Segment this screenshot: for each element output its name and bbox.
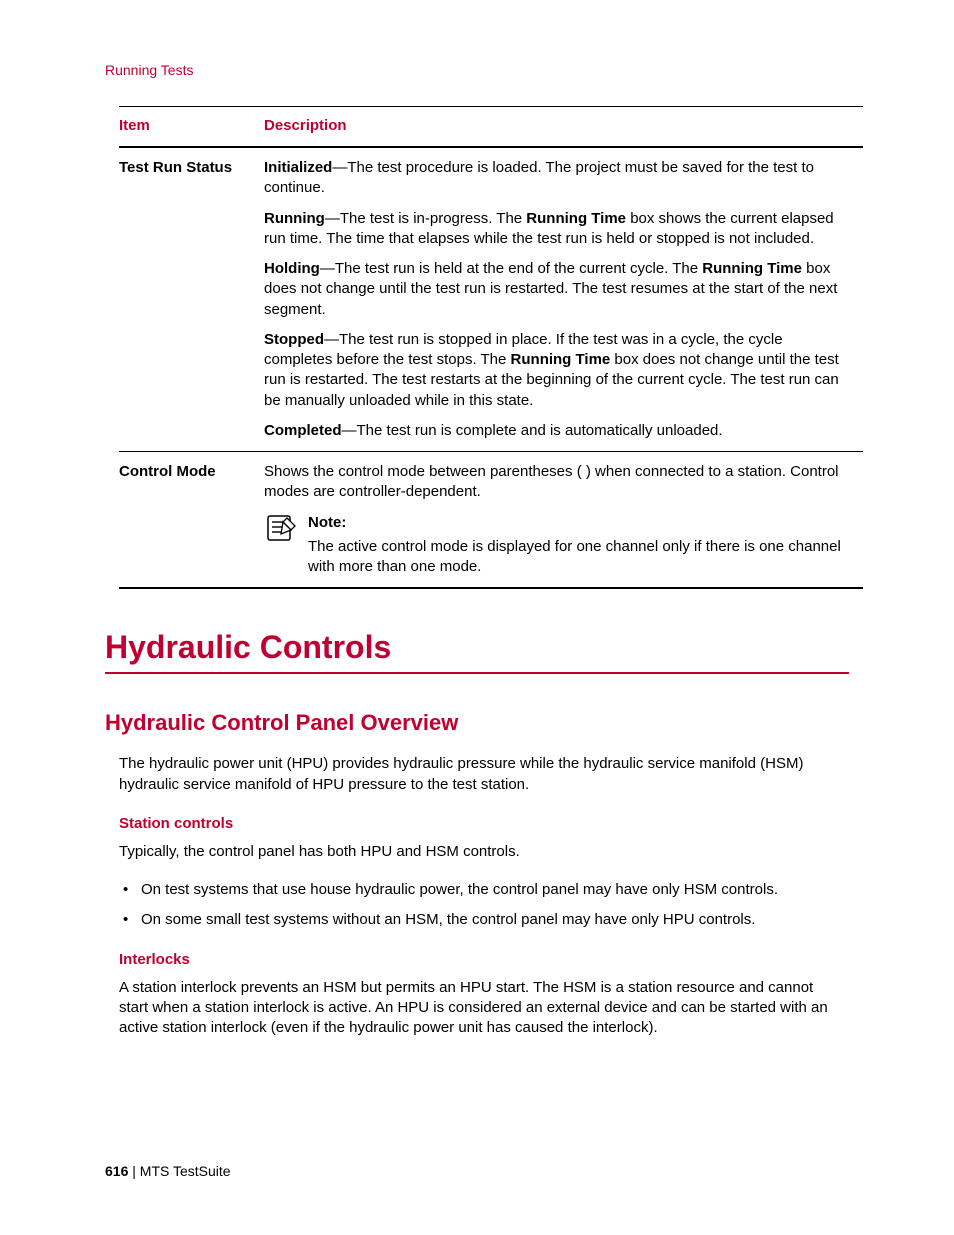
section-title: Hydraulic Controls xyxy=(105,629,849,674)
note-icon xyxy=(264,513,298,543)
term-text-pre: —The test run is held at the end of the … xyxy=(320,260,702,277)
term: Running xyxy=(264,210,325,227)
term-bold-mid: Running Time xyxy=(702,260,802,277)
status-stopped: Stopped—The test run is stopped in place… xyxy=(264,330,855,411)
page: Running Tests Item Description Test Run … xyxy=(0,0,954,1235)
table-row: Test Run Status Initialized—The test pro… xyxy=(119,147,863,452)
th-item: Item xyxy=(119,107,264,148)
running-header: Running Tests xyxy=(105,62,849,78)
term-text: —The test procedure is loaded. The proje… xyxy=(264,159,814,196)
status-completed: Completed—The test run is complete and i… xyxy=(264,421,855,441)
overview-intro: The hydraulic power unit (HPU) provides … xyxy=(119,754,835,795)
subsection-title: Hydraulic Control Panel Overview xyxy=(105,710,849,736)
interlocks-text: A station interlock prevents an HSM but … xyxy=(119,978,835,1039)
row-desc-test-run-status: Initialized—The test procedure is loaded… xyxy=(264,147,863,452)
status-holding: Holding—The test run is held at the end … xyxy=(264,259,855,320)
term: Stopped xyxy=(264,331,324,348)
term-text: —The test run is complete and is automat… xyxy=(342,422,723,439)
note-body: Note: The active control mode is display… xyxy=(308,513,855,578)
list-item: On some small test systems without an HS… xyxy=(119,910,835,930)
reference-table: Item Description Test Run Status Initial… xyxy=(119,106,863,589)
control-mode-intro: Shows the control mode between parenthes… xyxy=(264,462,855,503)
doc-title: MTS TestSuite xyxy=(140,1163,231,1179)
table-row: Control Mode Shows the control mode betw… xyxy=(119,452,863,589)
row-label-test-run-status: Test Run Status xyxy=(119,147,264,452)
row-label-control-mode: Control Mode xyxy=(119,452,264,589)
status-initialized: Initialized—The test procedure is loaded… xyxy=(264,158,855,199)
note-label: Note: xyxy=(308,513,855,533)
note-text: The active control mode is displayed for… xyxy=(308,538,841,575)
page-number: 616 xyxy=(105,1163,128,1179)
term: Completed xyxy=(264,422,342,439)
list-item: On test systems that use house hydraulic… xyxy=(119,880,835,900)
station-controls-bullets: On test systems that use house hydraulic… xyxy=(119,880,835,931)
footer-sep: | xyxy=(128,1163,139,1179)
term-bold-mid: Running Time xyxy=(511,351,611,368)
term: Initialized xyxy=(264,159,332,176)
station-controls-intro: Typically, the control panel has both HP… xyxy=(119,842,835,862)
term-text-pre: —The test is in-progress. The xyxy=(325,210,526,227)
note-block: Note: The active control mode is display… xyxy=(264,513,855,578)
page-footer: 616 | MTS TestSuite xyxy=(105,1163,231,1179)
term: Holding xyxy=(264,260,320,277)
th-description: Description xyxy=(264,107,863,148)
interlocks-title: Interlocks xyxy=(119,951,835,968)
station-controls-title: Station controls xyxy=(119,815,835,832)
row-desc-control-mode: Shows the control mode between parenthes… xyxy=(264,452,863,589)
status-running: Running—The test is in-progress. The Run… xyxy=(264,209,855,250)
term-bold-mid: Running Time xyxy=(526,210,626,227)
